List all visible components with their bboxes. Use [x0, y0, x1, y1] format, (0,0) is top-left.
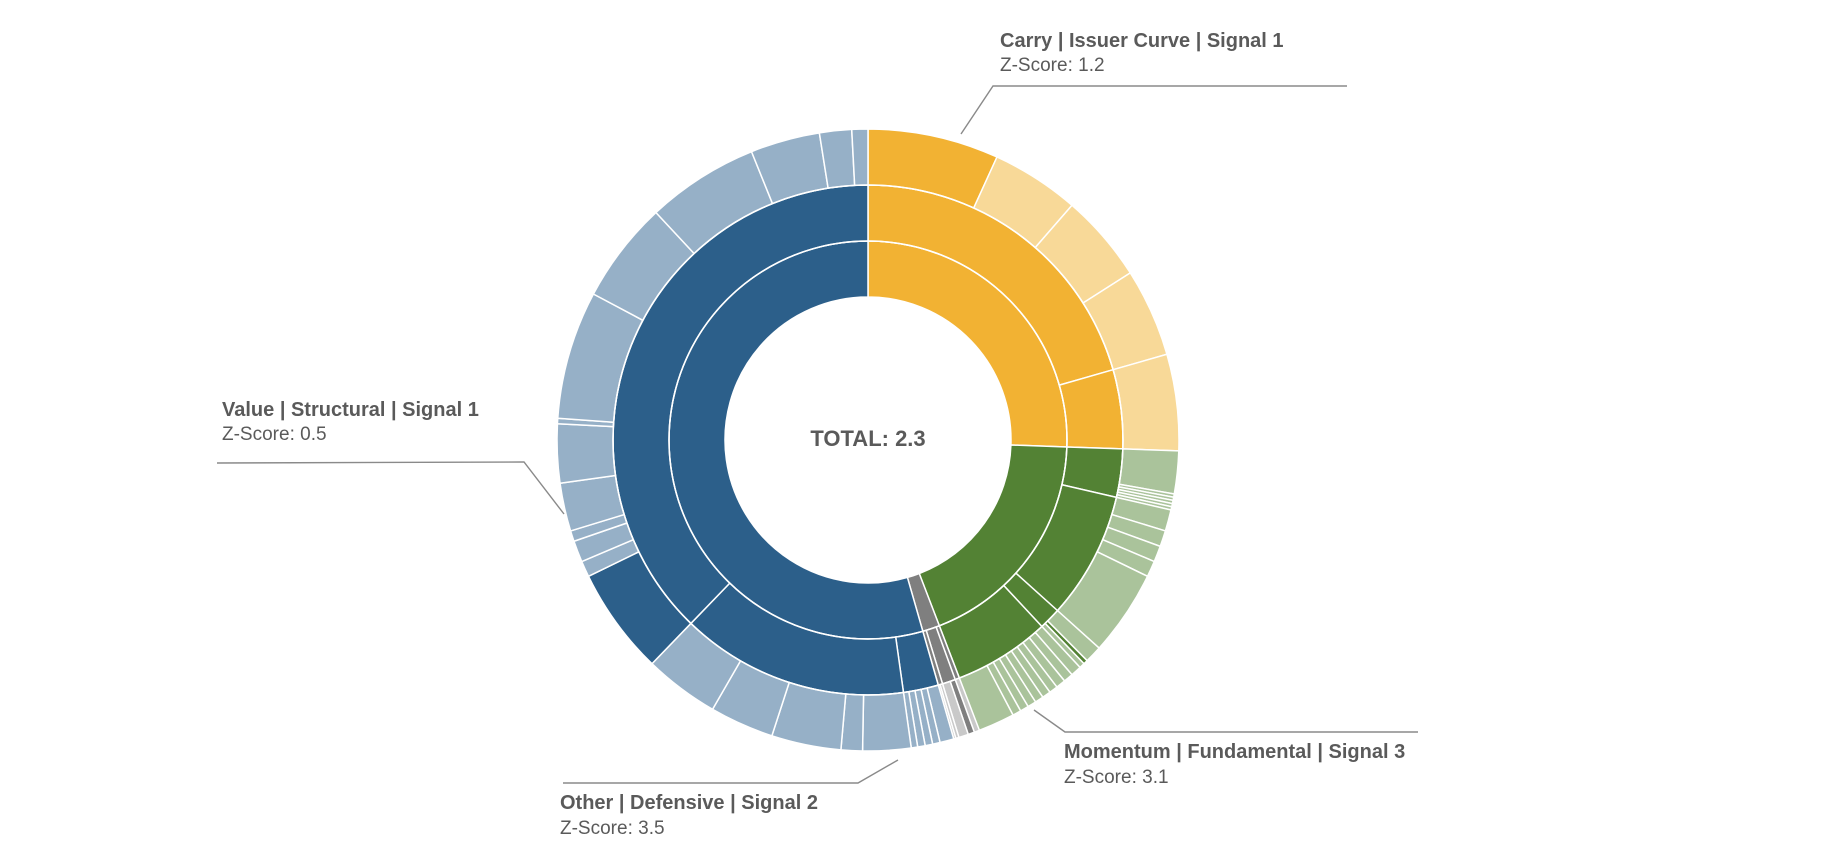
ring-separator-2 — [612, 184, 1124, 696]
segment-value-structural-leaf-6[interactable] — [556, 422, 617, 485]
segment-value-structural-leaf-13[interactable] — [850, 128, 869, 187]
center-total-label: TOTAL: 2.3 — [810, 426, 925, 451]
callout-value-zscore: Z-Score: 0.5 — [222, 424, 327, 445]
callout-momentum-title: Momentum | Fundamental | Signal 3 — [1064, 741, 1405, 763]
callout-value-leader — [216, 461, 565, 515]
callout-other: Other | Defensive | Signal 2 Z-Score: 3.… — [560, 759, 899, 839]
callout-carry-zscore: Z-Score: 1.2 — [1000, 55, 1105, 76]
callout-value: Value | Structural | Signal 1 Z-Score: 0… — [216, 399, 565, 515]
callout-carry-leader — [960, 85, 1347, 135]
segment-value-sub-2-leaf-1[interactable] — [861, 691, 913, 752]
callout-momentum: Momentum | Fundamental | Signal 3 Z-Scor… — [1033, 709, 1418, 788]
ring-separator-1 — [668, 240, 1068, 640]
callout-other-zscore: Z-Score: 3.5 — [560, 818, 665, 839]
callout-carry-title: Carry | Issuer Curve | Signal 1 — [1000, 30, 1284, 52]
callout-momentum-zscore: Z-Score: 3.1 — [1064, 767, 1169, 788]
callout-momentum-leader — [1033, 709, 1418, 733]
callout-value-title: Value | Structural | Signal 1 — [222, 399, 479, 421]
callout-carry: Carry | Issuer Curve | Signal 1 Z-Score:… — [960, 30, 1347, 135]
callout-other-title: Other | Defensive | Signal 2 — [560, 792, 818, 814]
callout-other-leader — [563, 759, 899, 784]
sunburst-rings — [556, 128, 1180, 752]
